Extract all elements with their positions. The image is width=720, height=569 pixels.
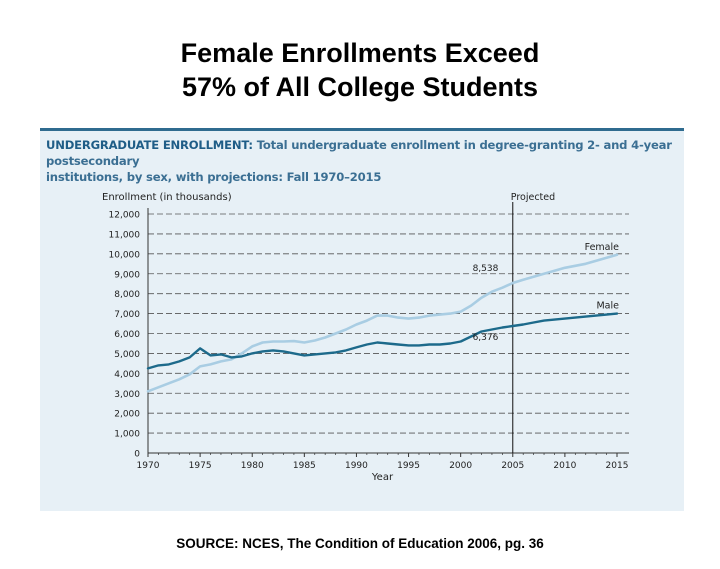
y-tick-label: 11,000 (109, 230, 141, 240)
chart-heading: UNDERGRADUATE ENROLLMENT: Total undergra… (46, 137, 686, 185)
y-tick-label: 6,000 (114, 330, 140, 340)
y-tick-label: 8,000 (114, 290, 140, 300)
x-tick-label: 1975 (189, 461, 212, 471)
y-tick-label: 10,000 (109, 250, 141, 260)
y-tick-label: 9,000 (114, 270, 140, 280)
y-tick-label: 4,000 (114, 370, 140, 380)
y-tick-label: 7,000 (114, 310, 140, 320)
y-tick-label: 3,000 (114, 390, 140, 400)
series-line-female (146, 253, 619, 393)
data-label: 6,376 (473, 333, 499, 343)
x-tick-label: 1980 (241, 461, 264, 471)
chart-heading-line-2: institutions, by sex, with projections: … (46, 170, 382, 184)
slide-title-line-1: Female Enrollments Exceed (180, 38, 540, 68)
chart-heading-line-1: Total undergraduate enrollment in degree… (46, 138, 672, 168)
x-tick-label: 1990 (345, 461, 368, 471)
x-tick-label: 1985 (293, 461, 316, 471)
series-label-male: Male (596, 301, 619, 312)
x-tick-label: 1970 (137, 461, 160, 471)
x-tick-label: 2000 (449, 461, 472, 471)
x-tick-label: 2015 (606, 461, 629, 471)
series-label-female: Female (585, 242, 620, 253)
y-tick-label: 1,000 (114, 430, 140, 440)
data-label: 8,538 (473, 264, 499, 274)
y-tick-label: 5,000 (114, 350, 140, 360)
chart-panel: UNDERGRADUATE ENROLLMENT: Total undergra… (40, 128, 684, 511)
projected-label: Projected (511, 192, 555, 203)
y-tick-label: 2,000 (114, 410, 140, 420)
x-tick-label: 2005 (501, 461, 524, 471)
slide-title: Female Enrollments Exceed 57% of All Col… (0, 36, 720, 104)
x-tick-label: 1995 (397, 461, 420, 471)
chart-heading-label: UNDERGRADUATE ENROLLMENT: (46, 138, 253, 152)
x-tick-label: 2010 (553, 461, 576, 471)
enrollment-line-chart: 0 1,000 2,000 3,000 4,000 5,000 6,000 7,000 8,00… (102, 192, 629, 483)
series-line-male (146, 312, 619, 370)
y-tick-label: 0 (134, 450, 140, 460)
y-tick-label: 12,000 (109, 211, 141, 221)
x-axis-label: Year (371, 472, 394, 483)
y-axis-label: Enrollment (in thousands) (102, 192, 232, 203)
source-note: SOURCE: NCES, The Condition of Education… (176, 536, 544, 551)
slide-title-line-2: 57% of All College Students (181, 72, 539, 102)
